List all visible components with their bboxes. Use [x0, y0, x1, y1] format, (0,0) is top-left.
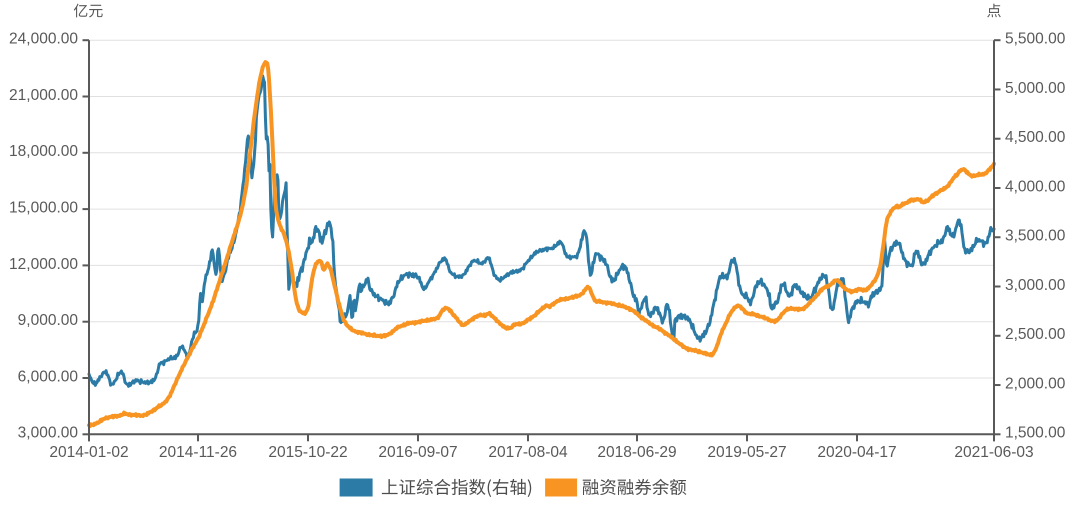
- svg-text:3,000.00: 3,000.00: [1005, 277, 1066, 294]
- svg-text:4,500.00: 4,500.00: [1005, 129, 1066, 146]
- svg-text:1,500.00: 1,500.00: [1005, 425, 1066, 442]
- svg-text:3,500.00: 3,500.00: [1005, 228, 1066, 245]
- svg-text:3,000.00: 3,000.00: [18, 425, 79, 442]
- svg-text:5,000.00: 5,000.00: [1005, 80, 1066, 97]
- svg-text:2017-08-04: 2017-08-04: [488, 444, 568, 461]
- svg-text:2015-10-22: 2015-10-22: [268, 444, 347, 461]
- svg-text:24,000.00: 24,000.00: [9, 31, 78, 48]
- svg-text:2014-11-26: 2014-11-26: [159, 444, 237, 461]
- svg-text:2020-04-17: 2020-04-17: [817, 444, 896, 461]
- svg-text:9,000.00: 9,000.00: [18, 312, 79, 329]
- svg-text:2014-01-02: 2014-01-02: [49, 444, 128, 461]
- svg-text:15,000.00: 15,000.00: [9, 200, 78, 217]
- svg-text:4,000.00: 4,000.00: [1005, 178, 1066, 195]
- svg-text:2,500.00: 2,500.00: [1005, 326, 1066, 343]
- svg-text:21,000.00: 21,000.00: [9, 87, 78, 104]
- svg-text:2018-06-29: 2018-06-29: [597, 444, 676, 461]
- svg-text:2,000.00: 2,000.00: [1005, 375, 1066, 392]
- svg-text:12,000.00: 12,000.00: [9, 256, 78, 273]
- svg-text:2021-06-03: 2021-06-03: [954, 444, 1033, 461]
- svg-text:5,500.00: 5,500.00: [1005, 31, 1066, 48]
- svg-text:18,000.00: 18,000.00: [9, 143, 78, 160]
- svg-text:6,000.00: 6,000.00: [18, 368, 79, 385]
- svg-text:2016-09-07: 2016-09-07: [378, 444, 457, 461]
- svg-text:2019-05-27: 2019-05-27: [707, 444, 786, 461]
